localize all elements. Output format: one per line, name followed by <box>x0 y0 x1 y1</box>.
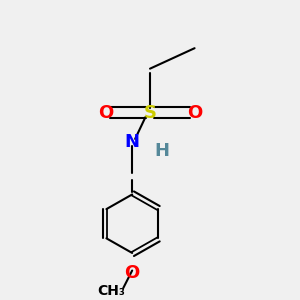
Text: O: O <box>124 264 140 282</box>
Text: N: N <box>125 133 140 151</box>
Text: H: H <box>154 142 169 160</box>
Text: O: O <box>98 103 113 122</box>
Text: S: S <box>143 103 157 122</box>
Text: O: O <box>187 103 202 122</box>
Text: CH₃: CH₃ <box>98 284 125 298</box>
